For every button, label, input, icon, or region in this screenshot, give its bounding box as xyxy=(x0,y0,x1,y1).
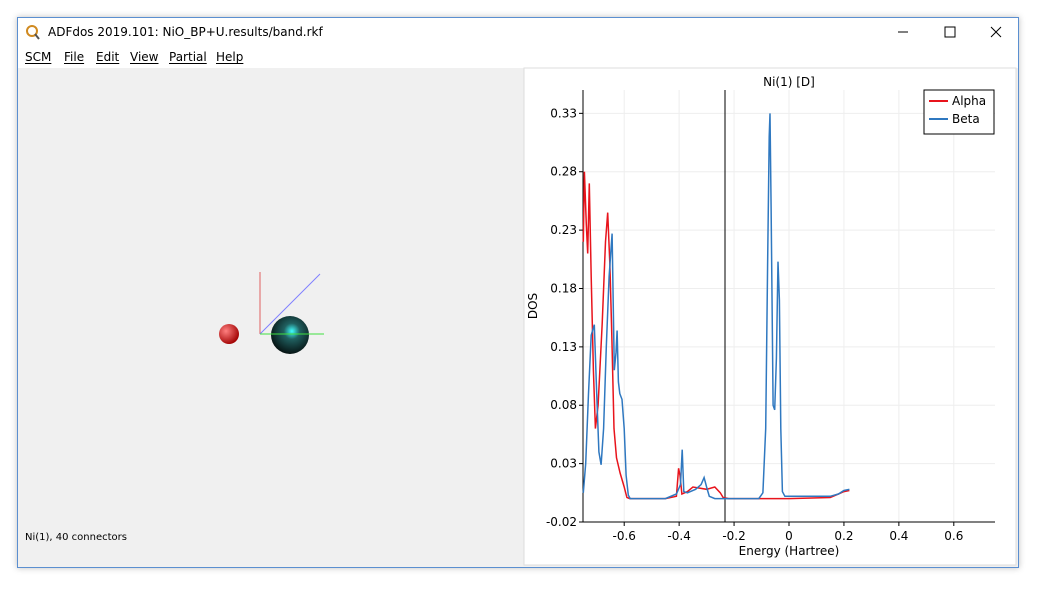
menu-item[interactable]: View xyxy=(130,50,159,64)
window-title: ADFdos 2019.101: NiO_BP+U.results/band.r… xyxy=(48,25,323,39)
y-tick-label: 0.28 xyxy=(550,165,577,179)
x-axis-label: Energy (Hartree) xyxy=(739,544,840,558)
close-button[interactable] xyxy=(990,26,1002,38)
series-line xyxy=(582,171,850,500)
x-tick-label: 0.2 xyxy=(834,529,853,543)
y-tick-label: 0.08 xyxy=(550,398,577,412)
x-tick-label: -0.2 xyxy=(722,529,745,543)
nickel-atom[interactable] xyxy=(271,316,309,354)
y-tick-label: 0.18 xyxy=(550,281,577,295)
title-bar: ADFdos 2019.101: NiO_BP+U.results/band.r… xyxy=(18,18,1018,48)
maximize-button[interactable] xyxy=(944,26,956,38)
legend-box xyxy=(923,89,995,135)
menu-item[interactable]: Edit xyxy=(96,50,120,64)
y-tick-label: 0.33 xyxy=(550,106,577,120)
chart-title: Ni(1) [D] xyxy=(763,75,815,89)
axis-y xyxy=(259,273,321,335)
title-icons xyxy=(26,25,1002,40)
menu-item[interactable]: Partial xyxy=(169,50,207,64)
x-tick-label: 0.4 xyxy=(889,529,908,543)
oxygen-atom[interactable] xyxy=(219,324,239,344)
status-text: Ni(1), 40 connectors xyxy=(25,532,127,543)
y-tick-label: -0.02 xyxy=(546,515,577,529)
molecule-viewer[interactable] xyxy=(18,68,518,563)
menu-item[interactable]: Help xyxy=(216,50,244,64)
x-tick-label: 0 xyxy=(785,529,793,543)
x-tick-label: -0.6 xyxy=(612,529,635,543)
y-tick-label: 0.23 xyxy=(550,223,577,237)
x-tick-label: 0.6 xyxy=(944,529,963,543)
y-axis-label: DOS xyxy=(526,293,540,319)
app-icon xyxy=(34,33,40,40)
menu-item[interactable]: SCM xyxy=(25,50,52,64)
y-tick-label: 0.03 xyxy=(550,457,577,471)
y-tick-label: 0.13 xyxy=(550,340,577,354)
legend-label: Beta xyxy=(952,112,980,126)
menu-bar: SCM File Edit View Partial Help xyxy=(18,48,1018,68)
app-icon xyxy=(26,25,38,37)
menu-item[interactable]: File xyxy=(64,50,85,64)
series-line xyxy=(582,113,850,500)
legend-label: Alpha xyxy=(952,94,986,108)
x-tick-label: -0.4 xyxy=(667,529,690,543)
